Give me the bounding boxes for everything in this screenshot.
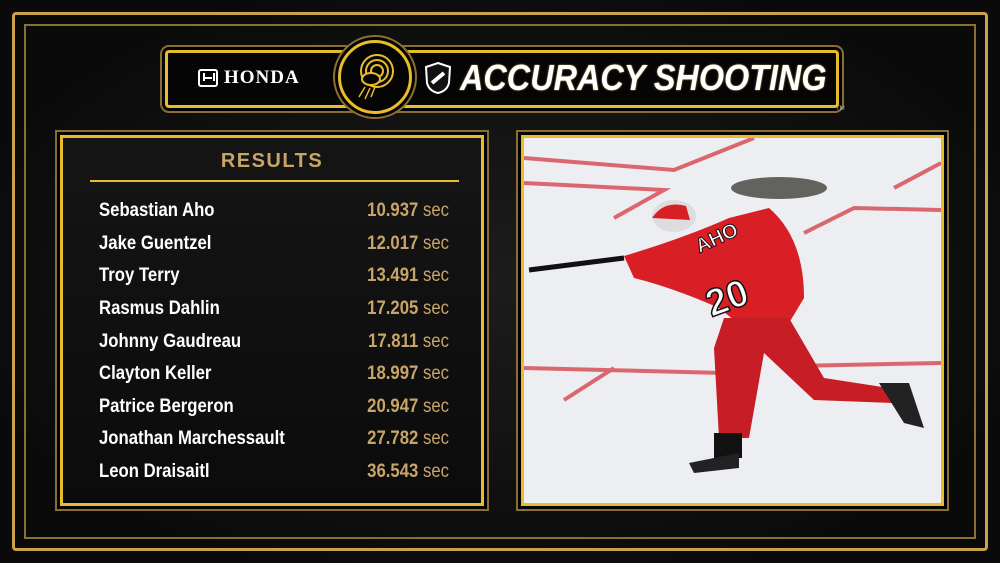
time-unit: sec [422, 232, 449, 254]
time-value: 17.205 [367, 298, 419, 320]
time-unit: sec [422, 298, 449, 320]
time-unit: sec [422, 461, 449, 483]
time-unit: sec [422, 265, 449, 287]
result-row: Troy Terry 13.491 sec [99, 260, 449, 293]
honda-logo: HONDA [198, 67, 300, 89]
player-name: Sebastian Aho [99, 200, 215, 222]
result-row: Clayton Keller 18.997 sec [99, 358, 449, 391]
player-time: 20.947 sec [367, 396, 449, 418]
time-value: 20.947 [367, 395, 419, 417]
player-time: 13.491 sec [367, 265, 449, 287]
time-unit: sec [422, 330, 449, 352]
result-row: Patrice Bergeron 20.947 sec [99, 391, 449, 424]
result-row: Sebastian Aho 10.937 sec [99, 195, 449, 228]
player-name: Rasmus Dahlin [99, 298, 220, 320]
event-title: ACCURACY SHOOTING [460, 57, 827, 98]
title-banner: HONDA ACCURACY SHOOTING [165, 50, 839, 108]
player-time: 17.205 sec [367, 298, 449, 320]
result-row: Jonathan Marchessault 27.782 sec [99, 423, 449, 456]
target-puck-emblem [338, 40, 412, 114]
player-time: 12.017 sec [367, 233, 449, 255]
inner-frame [24, 24, 976, 539]
results-list: Sebastian Aho 10.937 sec Jake Guentzel 12… [99, 195, 449, 488]
time-value: 17.811 [368, 330, 419, 352]
time-value: 10.937 [367, 200, 419, 222]
results-panel: RESULTS Sebastian Aho 10.937 sec Jake Gue… [60, 135, 484, 506]
time-value: 13.491 [367, 265, 419, 287]
time-value: 27.782 [367, 428, 419, 450]
result-row: Johnny Gaudreau 17.811 sec [99, 325, 449, 358]
trademark: TM [836, 106, 845, 112]
honda-h-icon [198, 69, 218, 87]
player-name: Patrice Bergeron [99, 395, 234, 417]
time-value: 18.997 [367, 363, 419, 385]
result-row: Rasmus Dahlin 17.205 sec [99, 293, 449, 326]
time-unit: sec [422, 363, 449, 385]
player-time: 10.937 sec [367, 200, 449, 222]
player-name: Clayton Keller [99, 363, 212, 385]
time-unit: sec [422, 395, 449, 417]
player-photo: AHO 20 [521, 135, 944, 506]
time-unit: sec [422, 428, 449, 450]
time-value: 36.543 [367, 461, 419, 483]
sponsor-name: HONDA [224, 67, 300, 88]
results-heading: RESULTS [220, 150, 324, 172]
time-value: 12.017 [367, 232, 419, 254]
player-time: 27.782 sec [367, 428, 449, 450]
player-name: Johnny Gaudreau [99, 330, 242, 352]
player-name: Troy Terry [99, 265, 180, 287]
player-time: 36.543 sec [367, 461, 449, 483]
divider [90, 180, 459, 182]
player-time: 18.997 sec [367, 363, 449, 385]
player-time: 17.811 sec [368, 331, 449, 353]
time-unit: sec [422, 200, 449, 222]
outer-frame [12, 12, 988, 551]
player-name: Jake Guentzel [99, 232, 212, 254]
player-name: Jonathan Marchessault [99, 428, 285, 450]
result-row: Leon Draisaitl 36.543 sec [99, 456, 449, 489]
result-row: Jake Guentzel 12.017 sec [99, 228, 449, 261]
nhl-shield-icon [424, 61, 452, 95]
player-name: Leon Draisaitl [99, 461, 210, 483]
